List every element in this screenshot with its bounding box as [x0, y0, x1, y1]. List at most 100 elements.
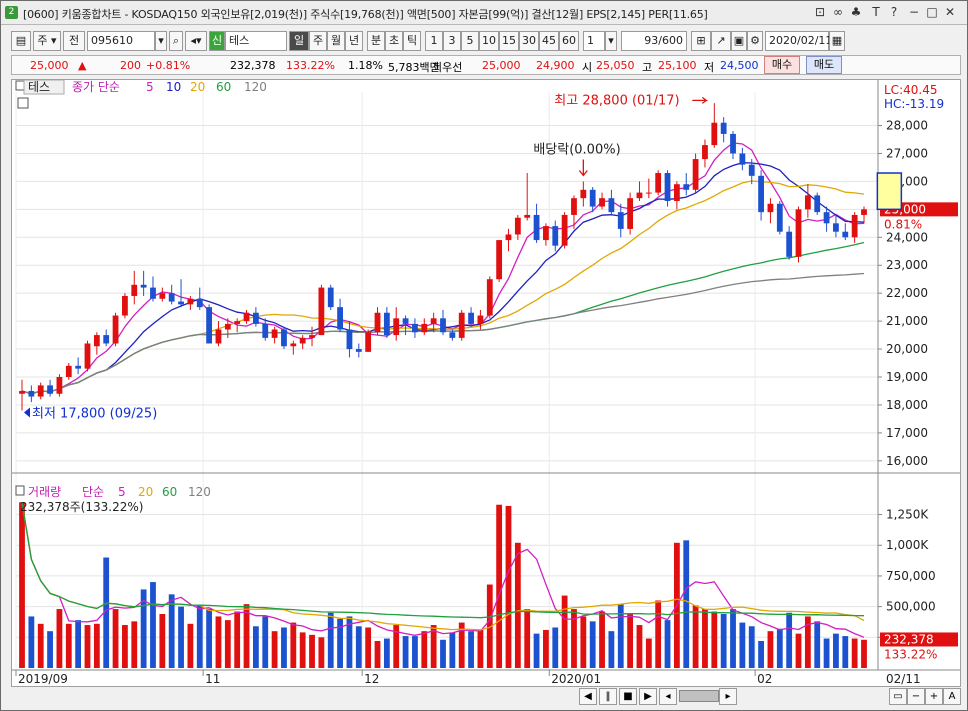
volume-bar[interactable] — [215, 616, 222, 668]
candle-body[interactable] — [234, 321, 241, 324]
candle-body[interactable] — [767, 203, 774, 213]
volume-bar[interactable] — [196, 605, 203, 668]
candle-body[interactable] — [383, 312, 390, 336]
candle-body[interactable] — [150, 287, 156, 299]
volume-bar[interactable] — [112, 609, 119, 668]
candle-body[interactable] — [617, 212, 624, 229]
save-icon[interactable]: ▣ — [731, 31, 747, 51]
legend-toggle-icon[interactable] — [15, 80, 25, 91]
volume-bar[interactable] — [861, 639, 867, 668]
candle-body[interactable] — [281, 329, 287, 347]
volume-bar[interactable] — [571, 609, 577, 668]
volume-bar[interactable] — [150, 582, 156, 668]
volume-bar[interactable] — [655, 600, 662, 668]
chart-area[interactable]: 28,00027,00026,00025,00024,00023,00022,0… — [11, 79, 961, 687]
volume-bar[interactable] — [561, 595, 568, 668]
candle-body[interactable] — [673, 184, 680, 201]
volume-bar[interactable] — [589, 621, 596, 668]
minute-3-button[interactable]: 3 — [443, 31, 461, 51]
candle-body[interactable] — [496, 240, 503, 280]
volume-bar[interactable] — [449, 632, 456, 668]
volume-bar[interactable] — [645, 638, 652, 668]
maximize-icon[interactable]: □ — [926, 5, 938, 19]
candle-body[interactable] — [159, 293, 166, 299]
sell-button[interactable]: 매도 — [806, 56, 842, 74]
candle-body[interactable] — [112, 315, 119, 344]
vol-legend-toggle-icon[interactable] — [15, 485, 25, 496]
volume-bar[interactable] — [224, 620, 231, 668]
add-icon[interactable]: ♣ — [850, 5, 862, 19]
volume-bar[interactable] — [234, 611, 241, 668]
candle-body[interactable] — [196, 298, 203, 308]
candle-body[interactable] — [206, 307, 213, 344]
candle-body[interactable] — [224, 323, 231, 330]
period-second-tab[interactable]: 초 — [385, 31, 403, 51]
auto-scale-icon[interactable]: A — [943, 688, 961, 705]
volume-bar[interactable] — [412, 636, 418, 668]
candle-body[interactable] — [337, 307, 343, 330]
scroll-end-icon[interactable]: ▶ — [639, 688, 657, 705]
search-icon[interactable]: ⌕ — [169, 31, 183, 51]
buy-button[interactable]: 매수 — [764, 56, 800, 74]
candle-body[interactable] — [178, 301, 184, 305]
candle-body[interactable] — [664, 173, 671, 201]
minimize-icon[interactable]: − — [908, 5, 920, 19]
candle-body[interactable] — [786, 231, 793, 257]
volume-bar[interactable] — [19, 502, 25, 668]
candle-body[interactable] — [524, 214, 531, 218]
minute-15-button[interactable]: 15 — [499, 31, 519, 51]
volume-bar[interactable] — [767, 631, 774, 668]
candle-body[interactable] — [65, 365, 72, 377]
volume-bar[interactable] — [477, 629, 484, 668]
volume-bar[interactable] — [776, 628, 783, 668]
volume-bar[interactable] — [758, 640, 764, 668]
candle-body[interactable] — [374, 312, 381, 333]
volume-bar[interactable] — [552, 627, 559, 668]
date-input[interactable]: 2020/02/11 — [765, 31, 832, 51]
candle-body[interactable] — [262, 323, 269, 338]
candle-body[interactable] — [318, 287, 325, 336]
volume-bar[interactable] — [365, 627, 372, 668]
candle-body[interactable] — [75, 365, 82, 369]
volume-bar[interactable] — [430, 625, 437, 668]
candle-body[interactable] — [711, 122, 718, 146]
spinner-dropdown-icon[interactable]: ▾ — [605, 31, 617, 51]
volume-bar[interactable] — [739, 622, 746, 668]
candle-body[interactable] — [122, 295, 128, 316]
candle-body[interactable] — [571, 198, 577, 215]
candle-body[interactable] — [702, 145, 708, 160]
period-month-tab[interactable]: 월 — [327, 31, 345, 51]
candle-body[interactable] — [19, 390, 25, 394]
candle-body[interactable] — [627, 198, 634, 229]
data-count-field[interactable]: 93/600 — [621, 31, 687, 51]
volume-bar[interactable] — [533, 633, 540, 668]
candle-body[interactable] — [776, 203, 783, 232]
volume-bar[interactable] — [374, 640, 381, 668]
candle-body[interactable] — [93, 335, 100, 347]
grid-toggle-icon[interactable]: ▭ — [889, 688, 907, 705]
volume-bar[interactable] — [748, 626, 755, 668]
volume-bar[interactable] — [271, 631, 278, 668]
volume-bar[interactable] — [514, 542, 521, 668]
volume-bar[interactable] — [833, 633, 839, 668]
candle-body[interactable] — [299, 337, 306, 344]
scroll-thumb[interactable] — [679, 690, 719, 702]
volume-bar[interactable] — [281, 627, 287, 668]
period-week-tab[interactable]: 주 — [309, 31, 327, 51]
candle-body[interactable] — [795, 209, 802, 257]
candle-body[interactable] — [309, 335, 315, 338]
volume-bar[interactable] — [337, 618, 343, 668]
interval-spinner[interactable]: 1 — [583, 31, 605, 51]
candle-body[interactable] — [84, 343, 91, 369]
volume-bar[interactable] — [599, 611, 605, 668]
minute-5-button[interactable]: 5 — [461, 31, 479, 51]
candle-body[interactable] — [814, 195, 821, 213]
volume-bar[interactable] — [383, 638, 390, 668]
volume-bar[interactable] — [842, 636, 849, 668]
stop-icon[interactable]: ■ — [619, 688, 637, 705]
candle-body[interactable] — [458, 312, 465, 338]
candle-body[interactable] — [552, 226, 559, 246]
volume-bar[interactable] — [140, 589, 147, 668]
volume-bar[interactable] — [486, 584, 493, 668]
volume-bar[interactable] — [103, 557, 110, 668]
